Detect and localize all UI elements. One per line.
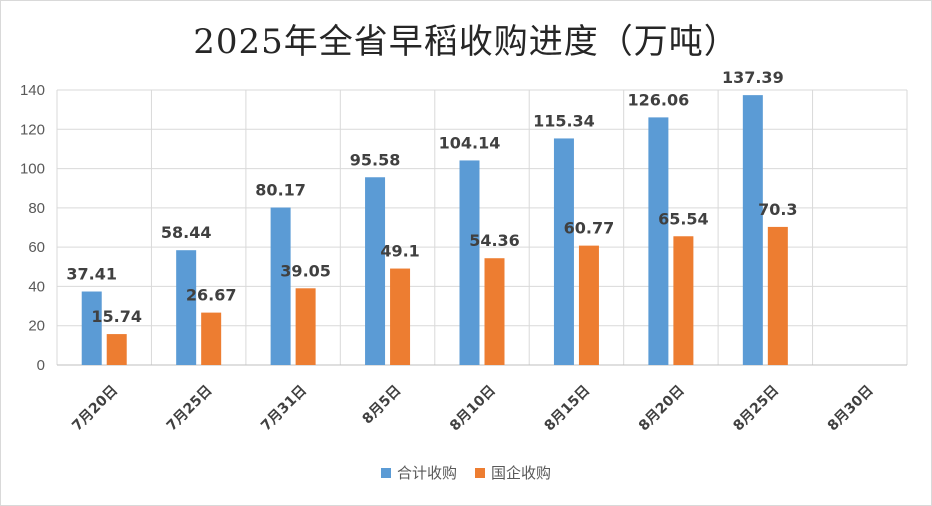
bar-soe-3 (390, 268, 411, 365)
y-tick-label: 40 (28, 278, 45, 295)
x-tick-label: 8月15日 (541, 383, 593, 435)
data-label: 95.58 (350, 150, 401, 169)
bar-total-4 (459, 160, 480, 365)
bar-total-3 (365, 177, 386, 365)
y-tick-label: 0 (37, 357, 45, 374)
y-tick-label: 80 (28, 200, 45, 217)
bar-soe-0 (106, 334, 127, 365)
x-tick-label: 7月25日 (164, 383, 216, 435)
bar-soe-2 (295, 288, 316, 365)
legend-swatch (380, 467, 391, 478)
legend-swatch (475, 467, 485, 478)
legend-item: 国企收购 (475, 462, 551, 483)
data-label: 80.17 (255, 181, 306, 200)
data-label: 104.14 (439, 133, 501, 152)
data-label: 15.74 (91, 307, 142, 326)
data-label: 65.54 (658, 209, 709, 228)
y-tick-label: 120 (20, 121, 45, 138)
data-label: 58.44 (161, 223, 212, 242)
legend-item: 合计收购 (380, 462, 457, 483)
x-tick-label: 8月25日 (730, 383, 782, 435)
data-label: 137.39 (722, 68, 784, 87)
bar-total-2 (270, 207, 291, 365)
data-label: 37.41 (66, 265, 117, 284)
data-label: 54.36 (469, 231, 520, 250)
bar-total-6 (648, 117, 669, 365)
y-tick-label: 100 (20, 161, 45, 178)
bar-total-1 (176, 250, 197, 365)
y-tick-label: 20 (28, 318, 45, 335)
x-tick-label: 8月20日 (636, 383, 688, 435)
data-label: 26.67 (186, 286, 237, 305)
bar-soe-5 (578, 245, 599, 365)
bar-soe-7 (767, 226, 788, 365)
data-label: 39.05 (280, 261, 331, 280)
bar-total-5 (553, 138, 574, 365)
legend-label: 国企收购 (491, 464, 552, 482)
bar-total-0 (81, 291, 102, 365)
data-label: 70.3 (758, 200, 797, 219)
data-label: 126.06 (628, 90, 690, 109)
x-tick-label: 8月10日 (447, 383, 499, 435)
chart-legend: 合计收购 国企收购 (0, 462, 932, 483)
chart-title: 2025年全省早稻收购进度（万吨） (193, 22, 739, 62)
x-tick-label: 7月31日 (258, 383, 310, 435)
bar-soe-6 (673, 236, 694, 365)
x-tick-label: 7月20日 (69, 383, 121, 435)
data-label: 49.1 (380, 242, 419, 261)
x-tick-label: 8月30日 (825, 383, 877, 435)
bar-total-7 (742, 95, 763, 366)
legend-label: 合计收购 (396, 464, 457, 482)
bar-soe-4 (484, 258, 505, 365)
y-tick-label: 140 (20, 82, 45, 99)
x-tick-label: 8月5日 (359, 383, 404, 428)
y-tick-label: 60 (28, 239, 45, 256)
bar-soe-1 (201, 312, 222, 365)
data-label: 115.34 (533, 111, 595, 130)
data-label: 60.77 (564, 219, 615, 238)
